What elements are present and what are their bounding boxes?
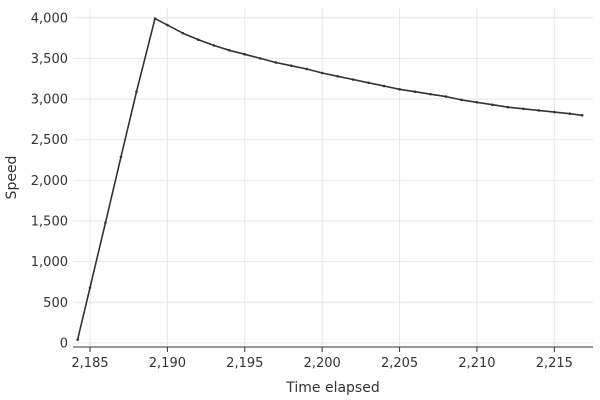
y-tick-label: 1,000 bbox=[31, 255, 68, 270]
data-point bbox=[258, 57, 262, 60]
grid bbox=[73, 8, 593, 347]
x-tick-label: 2,190 bbox=[149, 356, 186, 371]
data-point bbox=[553, 110, 556, 114]
data-point bbox=[212, 44, 216, 47]
series-line bbox=[76, 17, 583, 340]
x-tick-label: 2,195 bbox=[226, 356, 263, 371]
data-point bbox=[135, 90, 138, 94]
data-point bbox=[580, 114, 584, 117]
data-point bbox=[351, 78, 355, 81]
data-point bbox=[274, 61, 278, 64]
data-point bbox=[289, 64, 293, 68]
data-point bbox=[475, 101, 479, 104]
x-tick-label: 2,210 bbox=[458, 356, 495, 371]
y-tick-label: 1,500 bbox=[31, 214, 68, 229]
x-tick-label: 2,200 bbox=[304, 356, 341, 371]
data-point bbox=[367, 81, 370, 85]
y-tick-label: 2,500 bbox=[31, 133, 68, 148]
data-point bbox=[228, 48, 231, 52]
data-point bbox=[506, 105, 510, 109]
data-point bbox=[336, 74, 339, 78]
data-point bbox=[491, 103, 494, 107]
y-tick-label: 3,000 bbox=[31, 93, 68, 108]
data-point bbox=[413, 90, 417, 94]
y-tick-label: 3,500 bbox=[31, 52, 68, 67]
data-point bbox=[320, 71, 324, 75]
data-point bbox=[153, 17, 157, 20]
data-point bbox=[398, 87, 401, 91]
data-point bbox=[243, 53, 247, 56]
y-tick-label: 4,000 bbox=[31, 11, 68, 26]
data-point bbox=[444, 95, 448, 98]
data-point bbox=[568, 112, 572, 115]
data-point bbox=[197, 38, 200, 42]
y-tick-label: 2,000 bbox=[31, 174, 68, 189]
data-point bbox=[88, 286, 92, 289]
series-layer bbox=[76, 17, 584, 341]
data-point bbox=[522, 107, 525, 111]
x-tick-label: 2,215 bbox=[536, 356, 573, 371]
data-point bbox=[429, 92, 432, 96]
data-point bbox=[305, 67, 308, 71]
axes bbox=[73, 346, 593, 352]
y-axis-title: Speed bbox=[4, 156, 20, 200]
x-tick-label: 2,205 bbox=[381, 356, 418, 371]
data-point bbox=[166, 23, 169, 27]
data-point bbox=[76, 338, 79, 341]
data-point bbox=[460, 98, 463, 102]
data-point bbox=[537, 109, 541, 112]
y-tick-label: 500 bbox=[43, 296, 68, 311]
data-point bbox=[382, 84, 386, 88]
tick-labels: 0 500 1,000 1,500 2,000 2,500 3,000 3,500 4,000 2… bbox=[31, 11, 573, 371]
x-tick-label: 2,185 bbox=[71, 356, 108, 371]
data-point bbox=[119, 155, 123, 159]
data-point bbox=[104, 221, 107, 224]
y-tick-label: 0 bbox=[60, 336, 68, 351]
x-axis-title: Time elapsed bbox=[285, 380, 379, 396]
data-point bbox=[181, 31, 185, 35]
